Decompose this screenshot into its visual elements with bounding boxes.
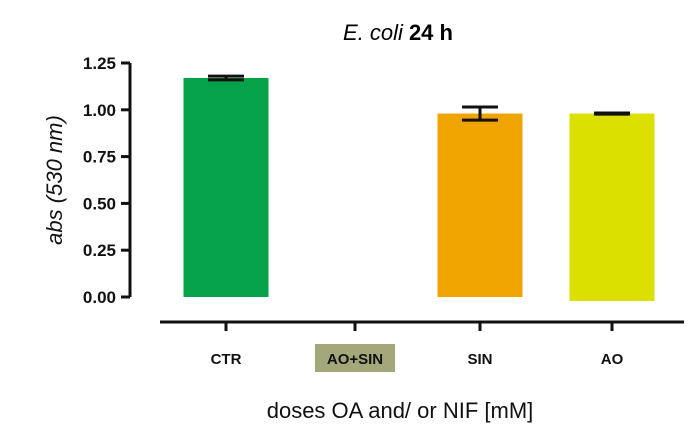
y-tick-label-1: 0.25 [83,241,116,260]
x-axis: CTR AO+SIN SIN AO [160,320,684,372]
y-tick-label-4: 1.00 [83,101,116,120]
x-tick-label-2: SIN [467,351,492,368]
chart-title: E. coli 24 h [343,20,453,45]
chart-title-bold: 24 h [409,20,453,45]
bars-group [183,74,655,301]
x-tick-label-highlight-1 [315,344,395,372]
x-axis-label: doses OA and/ or NIF [mM] [267,398,534,423]
y-tick-label-0: 0.00 [83,288,116,307]
bar-2 [437,113,523,297]
y-axis-label: abs (530 nm) [42,115,67,245]
x-tick-label-1: AO+SIN [327,351,383,368]
y-axis: 0.00 0.25 0.50 0.75 1.00 1.25 [83,54,132,307]
bar-0 [183,77,269,297]
y-tick-label-2: 0.50 [83,194,116,213]
y-tick-label-5: 1.25 [83,54,116,73]
x-tick-label-0: CTR [211,351,242,368]
chart-title-italic: E. coli [343,20,404,45]
x-tick-label-3: AO [601,351,624,368]
y-tick-label-3: 0.75 [83,148,116,167]
bar-3 [569,113,655,301]
